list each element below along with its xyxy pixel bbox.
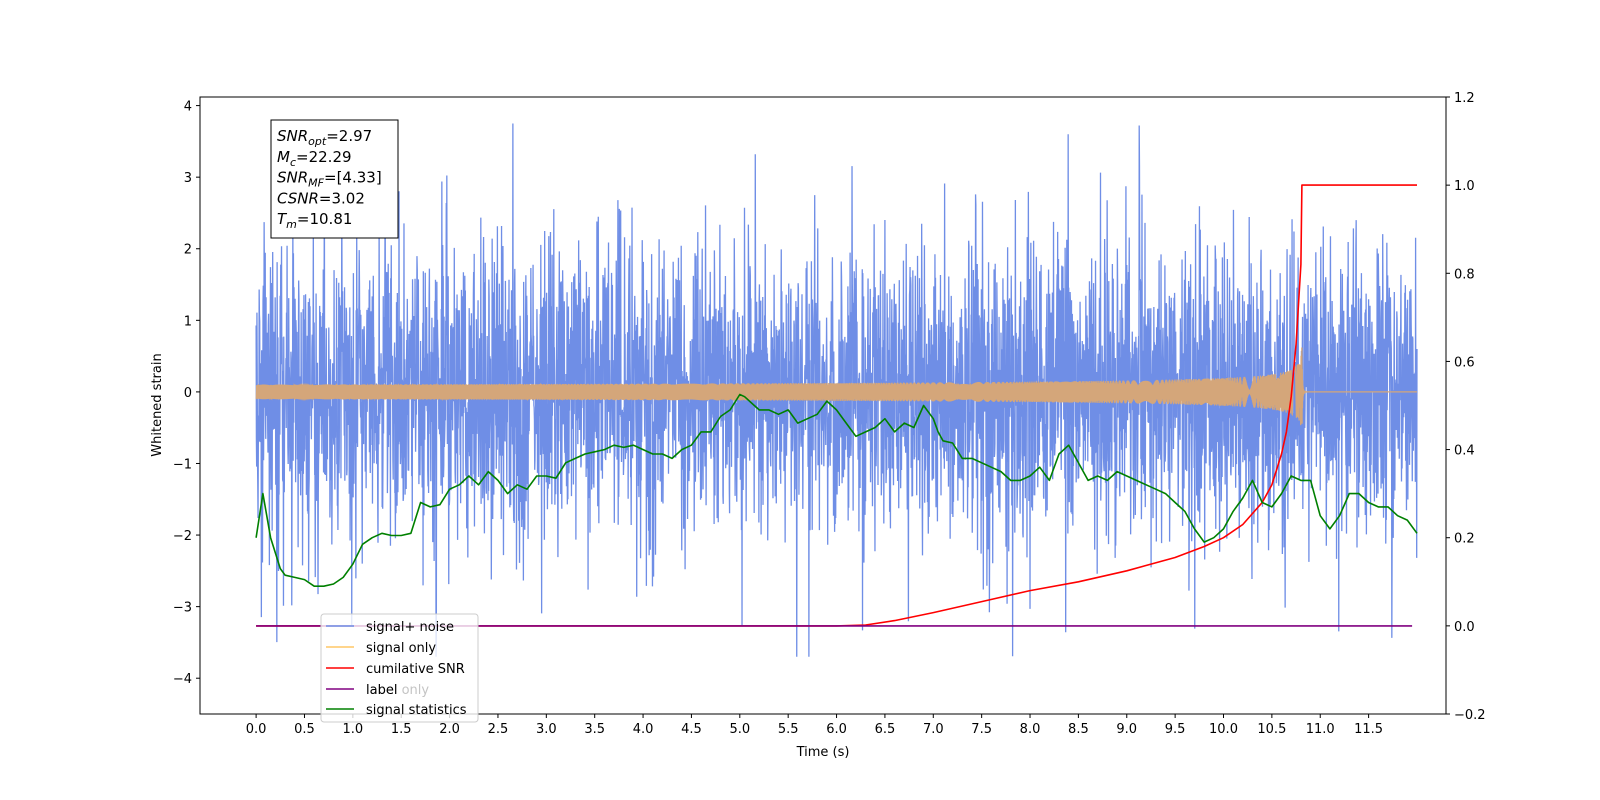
y-tick-label: 1 bbox=[184, 314, 192, 329]
x-tick-label: 7.5 bbox=[971, 722, 992, 737]
y-tick-label: 0 bbox=[184, 386, 192, 401]
plot-frame bbox=[199, 96, 1447, 715]
legend-label: label bbox=[366, 683, 397, 698]
x-tick-label: 0.0 bbox=[246, 722, 267, 737]
series-line bbox=[256, 184, 1417, 627]
series-line bbox=[255, 393, 1418, 588]
x-tick-label: 5.5 bbox=[778, 722, 799, 737]
x-tick-label: 2.5 bbox=[488, 722, 509, 737]
x-tick-label: 3.5 bbox=[584, 722, 605, 737]
x-tick-label: 9.0 bbox=[1116, 722, 1137, 737]
y-tick-label: −3 bbox=[173, 601, 192, 616]
legend-label: signal+ noise bbox=[366, 620, 454, 635]
y-axis-label: Whitened strain bbox=[150, 353, 165, 456]
series-line bbox=[255, 123, 1418, 657]
annotation-line: SNRopt=2.97 bbox=[277, 127, 372, 148]
y-tick-label: −1 bbox=[173, 457, 192, 472]
x-axis-label: Time (s) bbox=[796, 745, 850, 760]
annotation-line: Mc=22.29 bbox=[277, 148, 352, 169]
parameter-annotation-box: SNRopt=2.97Mc=22.29SNRMF=[4.33]CSNR=3.02… bbox=[270, 119, 399, 239]
x-tick-label: 0.5 bbox=[294, 722, 315, 737]
y2-tick-label: 0.2 bbox=[1454, 532, 1475, 547]
legend-label: signal only bbox=[366, 641, 436, 656]
y-tick-label: 4 bbox=[184, 100, 192, 115]
x-tick-label: 4.0 bbox=[633, 722, 654, 737]
x-tick-label: 9.5 bbox=[1165, 722, 1186, 737]
annotation-line: CSNR=3.02 bbox=[277, 189, 365, 207]
y2-tick-label: 1.2 bbox=[1454, 91, 1475, 106]
x-tick-label: 1.5 bbox=[391, 722, 412, 737]
y2-tick-label: −0.2 bbox=[1454, 708, 1486, 723]
y-tick-label: −2 bbox=[173, 529, 192, 544]
annotation-line: SNRMF=[4.33] bbox=[277, 169, 382, 190]
x-tick-label: 3.0 bbox=[536, 722, 557, 737]
annotation-frame bbox=[270, 119, 399, 239]
y2-tick-label: 1.0 bbox=[1454, 179, 1475, 194]
x-tick-label: 4.5 bbox=[681, 722, 702, 737]
y2-tick-label: 0.6 bbox=[1454, 355, 1475, 370]
x-tick-label: 1.0 bbox=[343, 722, 364, 737]
x-tick-label: 11.5 bbox=[1354, 722, 1383, 737]
y-tick-label: 2 bbox=[184, 243, 192, 258]
annotation-line: Tm=10.81 bbox=[277, 210, 352, 231]
x-tick-label: 6.5 bbox=[875, 722, 896, 737]
x-tick-label: 8.5 bbox=[1068, 722, 1089, 737]
y-tick-label: −4 bbox=[173, 672, 192, 687]
y-axis-left: −4 −3 −2 −1 0 1 2 3 4 bbox=[173, 100, 200, 687]
x-tick-label: 5.0 bbox=[729, 722, 750, 737]
legend-label: label only bbox=[366, 683, 429, 698]
x-tick-label: 10.0 bbox=[1209, 722, 1238, 737]
y-tick-label: 3 bbox=[184, 171, 192, 186]
legend: signal+ noise signal only cumilative SNR la… bbox=[320, 613, 479, 723]
x-tick-label: 6.0 bbox=[826, 722, 847, 737]
legend-frame bbox=[320, 613, 479, 723]
x-tick-label: 7.0 bbox=[923, 722, 944, 737]
legend-label: signal statistics bbox=[366, 703, 467, 718]
y2-tick-label: 0.8 bbox=[1454, 267, 1475, 282]
y2-tick-label: 0.4 bbox=[1454, 444, 1475, 459]
series-line bbox=[255, 347, 1417, 426]
x-tick-label: 2.0 bbox=[439, 722, 460, 737]
y2-tick-label: 0.0 bbox=[1454, 620, 1475, 635]
x-tick-label: 11.0 bbox=[1306, 722, 1335, 737]
x-tick-label: 10.5 bbox=[1257, 722, 1286, 737]
legend-label: cumilative SNR bbox=[366, 662, 465, 677]
y-axis-right: −0.2 0.0 0.2 0.4 0.6 0.8 1.0 1.2 bbox=[1446, 91, 1486, 723]
x-axis: 0.0 0.5 1.0 1.5 2.0 2.5 3.0 3.5 4.0 4.5 5.0 5.5 6.0 6… bbox=[246, 714, 1383, 737]
x-tick-label: 8.0 bbox=[1020, 722, 1041, 737]
